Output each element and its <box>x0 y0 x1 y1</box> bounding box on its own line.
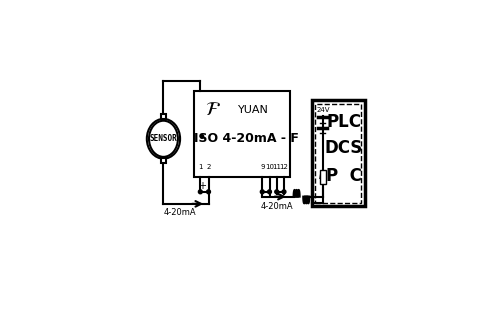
Text: 11: 11 <box>272 164 281 170</box>
Text: 4-20mA: 4-20mA <box>164 208 196 217</box>
Text: DCS: DCS <box>324 139 363 157</box>
Text: •: • <box>196 129 206 147</box>
Text: $\mathcal{F}$: $\mathcal{F}$ <box>205 100 221 119</box>
Text: 24V: 24V <box>317 107 330 113</box>
Text: 9: 9 <box>260 164 264 170</box>
Text: 10: 10 <box>265 164 274 170</box>
Text: +: + <box>198 181 205 191</box>
Circle shape <box>198 190 202 194</box>
Bar <box>162 114 166 119</box>
Text: 4-20mA: 4-20mA <box>260 202 293 211</box>
Text: YUAN: YUAN <box>238 105 269 115</box>
Text: PLC: PLC <box>326 113 361 131</box>
Bar <box>320 170 326 184</box>
Text: SENSOR: SENSOR <box>150 134 178 143</box>
Text: 1: 1 <box>198 164 202 170</box>
Circle shape <box>282 190 286 194</box>
Text: P  C: P C <box>326 167 362 185</box>
Bar <box>316 104 361 203</box>
Text: $R_L$: $R_L$ <box>318 171 328 183</box>
Circle shape <box>206 190 210 194</box>
Circle shape <box>275 190 278 194</box>
Bar <box>194 90 290 177</box>
Ellipse shape <box>149 121 178 157</box>
Circle shape <box>268 190 272 194</box>
Text: ISO 4-20mA - F: ISO 4-20mA - F <box>194 132 299 145</box>
Text: 12: 12 <box>280 164 288 170</box>
Bar <box>312 100 364 206</box>
Circle shape <box>260 190 264 194</box>
Bar <box>162 158 166 163</box>
Ellipse shape <box>147 119 180 159</box>
Text: 2: 2 <box>206 164 210 170</box>
